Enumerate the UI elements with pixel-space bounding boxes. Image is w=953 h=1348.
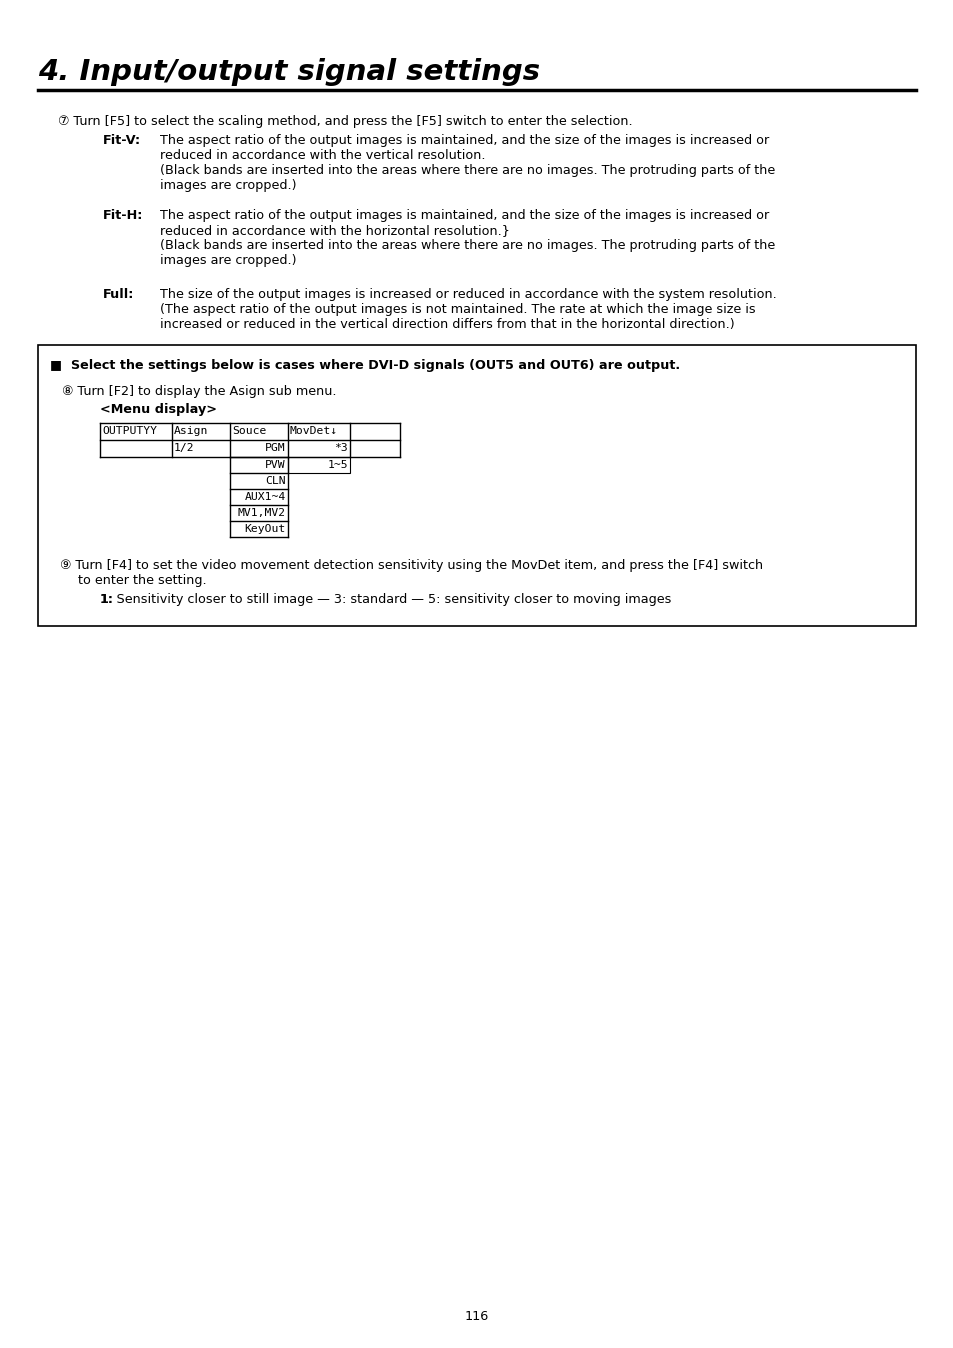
Text: <Menu display>: <Menu display> [100, 403, 216, 417]
Text: images are cropped.): images are cropped.) [160, 253, 296, 267]
Bar [288, 457, 350, 473]
Text: Fit-H:: Fit-H: [103, 209, 143, 222]
Text: ⑦ Turn [F5] to select the scaling method, and press the [F5] switch to enter the: ⑦ Turn [F5] to select the scaling method… [58, 115, 632, 128]
Text: MV1,MV2: MV1,MV2 [237, 508, 286, 518]
Text: 1~5: 1~5 [327, 460, 348, 470]
Text: Asign: Asign [173, 426, 208, 435]
Text: PGM: PGM [265, 443, 286, 453]
Text: The size of the output images is increased or reduced in accordance with the sys: The size of the output images is increas… [160, 288, 776, 301]
Text: reduced in accordance with the horizontal resolution.}: reduced in accordance with the horizonta… [160, 224, 509, 237]
Text: ⑧ Turn [F2] to display the Asign sub menu.: ⑧ Turn [F2] to display the Asign sub men… [62, 386, 336, 398]
Text: 1/2: 1/2 [173, 443, 194, 453]
Bar [38, 345, 915, 625]
Text: ⑨ Turn [F4] to set the video movement detection sensitivity using the MovDet ite: ⑨ Turn [F4] to set the video movement de… [60, 559, 762, 572]
Text: *3: *3 [334, 443, 348, 453]
Text: 4. Input/output signal settings: 4. Input/output signal settings [38, 58, 539, 86]
Text: PVW: PVW [265, 460, 286, 470]
Text: The aspect ratio of the output images is maintained, and the size of the images : The aspect ratio of the output images is… [160, 209, 768, 222]
Text: images are cropped.): images are cropped.) [160, 179, 296, 191]
Text: reduced in accordance with the vertical resolution.: reduced in accordance with the vertical … [160, 150, 485, 162]
Text: MovDet↓: MovDet↓ [290, 426, 337, 435]
Text: (Black bands are inserted into the areas where there are no images. The protrudi: (Black bands are inserted into the areas… [160, 164, 775, 177]
Text: The aspect ratio of the output images is maintained, and the size of the images : The aspect ratio of the output images is… [160, 133, 768, 147]
Text: (The aspect ratio of the output images is not maintained. The rate at which the : (The aspect ratio of the output images i… [160, 303, 755, 315]
Text: AUX1~4: AUX1~4 [245, 492, 286, 501]
Text: (Black bands are inserted into the areas where there are no images. The protrudi: (Black bands are inserted into the areas… [160, 239, 775, 252]
Text: CLN: CLN [265, 476, 286, 487]
Text: OUTPUTYY: OUTPUTYY [102, 426, 157, 435]
Text: 116: 116 [464, 1310, 489, 1322]
Text: KeyOut: KeyOut [245, 524, 286, 534]
Text: Fit-V:: Fit-V: [103, 133, 141, 147]
Text: Full:: Full: [103, 288, 134, 301]
Text: increased or reduced in the vertical direction differs from that in the horizont: increased or reduced in the vertical dir… [160, 318, 734, 332]
Text: to enter the setting.: to enter the setting. [78, 574, 207, 586]
Text: ■  Select the settings below is cases where DVI-D signals (OUT5 and OUT6) are ou: ■ Select the settings below is cases whe… [50, 359, 679, 372]
Text: 1: Sensitivity closer to still image — 3: standard — 5: sensitivity closer to mo: 1: Sensitivity closer to still image — 3… [100, 593, 671, 607]
Text: Souce: Souce [232, 426, 266, 435]
Text: 1:: 1: [100, 593, 113, 607]
